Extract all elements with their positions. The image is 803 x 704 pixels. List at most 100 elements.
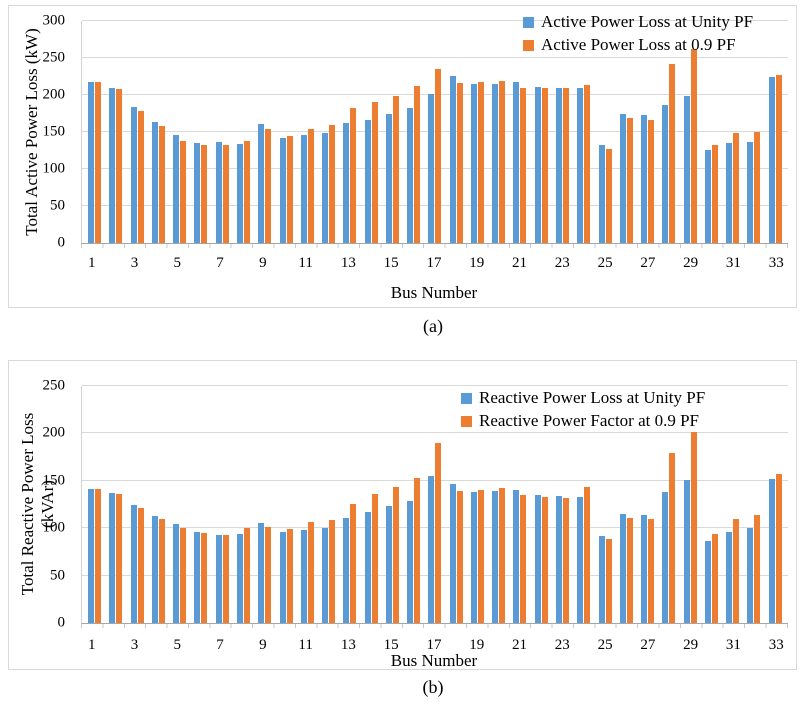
x-tick-label-3: 3: [130, 255, 139, 271]
y-tick-label-200: 200: [42, 86, 66, 103]
bar-group-bus-15: [382, 21, 403, 243]
bar-series1-bus-15: [385, 114, 392, 243]
x-axis-tick-labels-a: 1 3 5 7 9 11 13 15 17 19 21 23 25 27 29 31 33: [81, 255, 787, 273]
bar-series2-bus-22: [541, 88, 548, 243]
bar-series2-bus-23: [562, 497, 569, 623]
bar-group-bus-10: [275, 21, 296, 243]
bar-series2-bus-7: [222, 534, 229, 623]
bar-series2-bus-3: [137, 508, 144, 623]
bar-series1-bus-6: [194, 532, 201, 623]
y-tick-label-150: 150: [42, 472, 66, 489]
y-tick-label-250: 250: [42, 377, 66, 394]
x-tick-label-13: 13: [340, 637, 356, 653]
bar-series2-bus-32: [754, 514, 761, 623]
bar-group-bus-18: [446, 386, 467, 623]
x-tick-label-32: [744, 255, 765, 273]
bar-series2-bus-2: [116, 494, 123, 623]
x-tick-label-23: 23: [554, 255, 570, 271]
bar-series2-bus-21: [520, 87, 527, 243]
x-tick-label-24: [573, 255, 594, 273]
bar-series2-bus-17: [435, 69, 442, 243]
caption-b: (b): [422, 677, 444, 697]
bar-group-bus-17: [424, 386, 445, 623]
bar-group-bus-24: [573, 386, 594, 623]
legend-marker-unity-pf-icon: [523, 16, 534, 28]
x-axis-ticks-b: [81, 624, 788, 628]
x-tick-label-9: 9: [259, 255, 267, 271]
bar-group-bus-26: [616, 21, 637, 243]
bar-group-bus-25: [594, 21, 615, 243]
bar-series1-bus-4: [151, 121, 158, 243]
bar-series2-bus-13: [350, 107, 357, 243]
x-tick-label-21: 21: [512, 637, 527, 653]
x-tick-label-21: 21: [512, 255, 527, 271]
bar-group-bus-29: [679, 386, 700, 623]
bar-group-bus-28: [658, 21, 679, 243]
bar-series1-bus-29: [683, 479, 690, 623]
x-tick-label-33: 33: [768, 637, 784, 653]
bar-series2-bus-27: [648, 120, 655, 243]
bar-series1-bus-13: [343, 517, 350, 623]
bar-series2-bus-17: [435, 442, 442, 623]
bar-series1-bus-24: [577, 496, 584, 623]
bar-series1-bus-26: [619, 513, 626, 623]
bar-series2-bus-23: [562, 88, 569, 243]
bar-series1-bus-25: [598, 145, 605, 243]
bar-group-bus-7: [212, 386, 233, 623]
bar-group-bus-11: [297, 386, 318, 623]
bar-series1-bus-6: [194, 143, 201, 243]
bar-series1-bus-11: [300, 530, 307, 623]
bar-series1-bus-31: [726, 532, 733, 623]
bar-series1-bus-7: [215, 142, 222, 243]
bar-series1-bus-3: [130, 106, 137, 243]
y-tick-label-150: 150: [42, 123, 66, 140]
x-axis-title-a: Bus Number: [390, 283, 478, 302]
bar-series2-bus-2: [116, 89, 123, 243]
bar-series2-bus-16: [414, 477, 421, 623]
x-tick-label-31: 31: [725, 637, 741, 653]
bar-group-bus-1: [84, 386, 105, 623]
bar-series2-bus-27: [648, 518, 655, 623]
x-tick-label-4: [145, 255, 166, 273]
bar-group-bus-2: [105, 21, 126, 243]
bar-group-bus-22: [531, 386, 552, 623]
legend-label-unity-pf: Reactive Power Loss at Unity PF: [479, 388, 706, 407]
bar-series2-bus-28: [669, 453, 676, 623]
x-tick-label-20: [487, 255, 508, 273]
bar-series1-bus-18: [449, 483, 456, 623]
y-tick-label-200: 200: [42, 424, 66, 441]
bar-group-bus-9: [254, 21, 275, 243]
x-tick-label-16: [402, 255, 423, 273]
x-axis-title-b: Bus Number: [390, 651, 478, 670]
bar-group-bus-12: [318, 21, 339, 243]
x-tick-label-23: 23: [554, 637, 570, 653]
bar-series1-bus-32: [747, 528, 754, 623]
gridlines-a: [82, 20, 788, 243]
bar-series2-bus-6: [201, 145, 208, 243]
bar-series1-bus-12: [322, 528, 329, 623]
bar-group-bus-30: [701, 386, 722, 623]
legend-label-09-pf: Active Power Loss at 0.9 PF: [541, 35, 736, 54]
x-tick-label-29: 29: [683, 637, 699, 653]
x-tick-label-10: [274, 255, 295, 273]
bar-group-bus-11: [297, 21, 318, 243]
x-tick-label-15: 15: [383, 637, 399, 653]
gridline-250: [82, 385, 788, 386]
bar-group-bus-28: [658, 386, 679, 623]
x-tick-label-13: 13: [340, 255, 356, 271]
x-tick-label-30: [701, 255, 722, 273]
x-tick-label-3: 3: [130, 637, 139, 653]
gridline-150: [82, 479, 788, 481]
bar-group-bus-14: [360, 21, 381, 243]
bar-series2-bus-18: [456, 83, 463, 243]
x-tick-label-22: [530, 255, 551, 273]
x-tick-label-25: 25: [597, 255, 613, 271]
gridline-150: [82, 131, 788, 132]
bar-series1-bus-9: [258, 523, 265, 623]
bar-series1-bus-17: [428, 94, 435, 243]
bar-series1-bus-27: [641, 514, 648, 623]
bar-series2-bus-5: [180, 528, 187, 623]
bar-series1-bus-32: [747, 141, 754, 243]
bar-series2-bus-30: [711, 533, 718, 623]
bar-series1-bus-2: [109, 493, 116, 623]
